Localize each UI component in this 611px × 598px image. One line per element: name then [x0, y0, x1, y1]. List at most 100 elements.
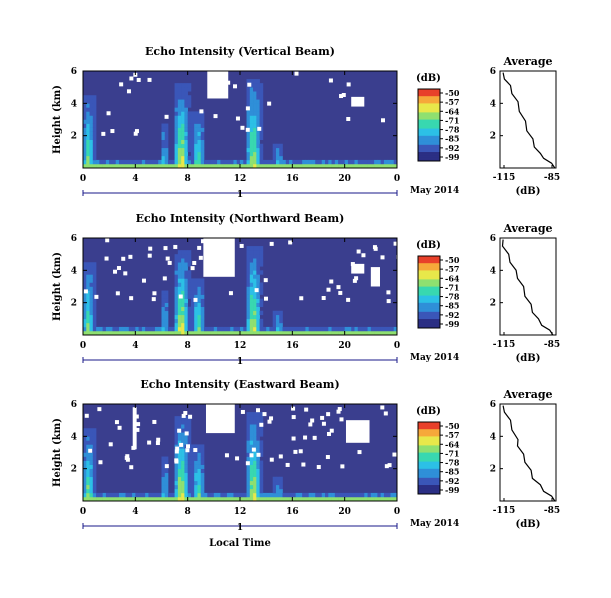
- heatmap-cell: [269, 492, 274, 498]
- missing-data: [175, 446, 180, 451]
- heatmap-cell: [141, 163, 146, 169]
- heatmap-cell: [187, 440, 192, 445]
- missing-data: [188, 414, 193, 419]
- heatmap-cell: [164, 326, 169, 332]
- heatmap-cell: [187, 496, 192, 502]
- heatmap-cell: [174, 428, 179, 433]
- heatmap-cell: [92, 452, 97, 457]
- heatmap-cell: [181, 436, 185, 441]
- heatmap-cell: [92, 428, 97, 433]
- heatmap-cell: [197, 131, 202, 136]
- heatmap-cell: [315, 326, 319, 332]
- heatmap-cell: [174, 115, 179, 120]
- heatmap-cell: [259, 95, 264, 100]
- heatmap-cell: [204, 163, 208, 169]
- heatmap-cell: [249, 310, 254, 316]
- heatmap-cell: [177, 262, 182, 267]
- heatmap-cell: [135, 159, 139, 165]
- heatmap-cell: [187, 460, 192, 465]
- heatmap-cell: [253, 111, 257, 116]
- heatmap-cell: [184, 484, 188, 490]
- heatmap-cell: [364, 159, 368, 165]
- average-x-tick-label: -85: [544, 506, 560, 516]
- missing-data: [121, 256, 126, 261]
- heatmap-cell: [184, 119, 188, 124]
- missing-data: [247, 82, 252, 87]
- heatmap-cell: [289, 330, 293, 336]
- heatmap-cell: [302, 496, 306, 502]
- heatmap-cell: [334, 492, 339, 498]
- heatmap-cell: [226, 326, 231, 332]
- missing-data: [254, 288, 259, 293]
- heatmap-cell: [184, 254, 188, 259]
- heatmap-cell: [253, 326, 257, 332]
- heatmap-cell: [256, 159, 260, 165]
- heatmap-cell: [256, 428, 260, 433]
- missing-data: [337, 407, 342, 412]
- heatmap-cell: [164, 290, 169, 295]
- heatmap-cell: [275, 492, 280, 498]
- heatmap-cell: [141, 326, 146, 332]
- heatmap-cell: [200, 322, 205, 328]
- heatmap-cell: [243, 496, 247, 502]
- heatmap-cell: [249, 412, 254, 417]
- heatmap-cell: [259, 163, 264, 169]
- missing-data: [245, 106, 250, 111]
- heatmap-cell: [292, 326, 296, 332]
- heatmap-cell: [272, 310, 277, 316]
- heatmap-cell: [246, 298, 251, 303]
- heatmap-cell: [86, 131, 90, 136]
- heatmap-cell: [256, 266, 260, 271]
- heatmap-cell: [256, 492, 260, 498]
- heatmap-cell: [200, 131, 205, 136]
- heatmap-cell: [256, 274, 260, 279]
- heatmap-cell: [200, 488, 205, 494]
- heatmap-cell: [249, 302, 254, 308]
- heatmap-cell: [249, 282, 254, 287]
- heatmap-cell: [370, 163, 375, 169]
- average-y-tick-label: 6: [490, 234, 496, 244]
- heatmap-cell: [197, 151, 202, 157]
- heatmap-cell: [168, 330, 172, 336]
- colorbar-tick-label: -71: [445, 282, 459, 292]
- heatmap-cell: [89, 464, 94, 469]
- heatmap-cell: [361, 496, 365, 502]
- missing-data: [278, 454, 283, 459]
- heatmap-cell: [184, 476, 188, 482]
- heatmap-cell: [259, 290, 264, 295]
- heatmap-cell: [184, 318, 188, 324]
- heatmap-cell: [184, 472, 188, 478]
- y-tick-label: 2: [71, 299, 77, 309]
- heatmap-cell: [253, 488, 257, 494]
- heatmap-cell: [344, 492, 349, 498]
- heatmap-cell: [184, 468, 188, 474]
- missing-data: [256, 408, 261, 413]
- heatmap-cell: [354, 496, 359, 502]
- heatmap-cell: [253, 452, 257, 457]
- heatmap-cell: [184, 302, 188, 308]
- heatmap-cell: [390, 330, 395, 336]
- heatmap-cell: [253, 290, 257, 295]
- heatmap-cell: [187, 452, 192, 457]
- heatmap-cell: [249, 107, 254, 112]
- heatmap-cell: [390, 326, 395, 332]
- heatmap-cell: [249, 322, 254, 328]
- heatmap-cell: [177, 484, 182, 490]
- heatmap-cell: [194, 314, 198, 320]
- heatmap-cell: [86, 298, 90, 303]
- colorbar-segment: [418, 125, 440, 128]
- heatmap-cell: [92, 123, 97, 128]
- heatmap-cell: [161, 135, 166, 141]
- heatmap-cell: [266, 163, 270, 169]
- heatmap-cell: [246, 91, 251, 96]
- heatmap-cell: [249, 258, 254, 263]
- heatmap-cell: [344, 330, 349, 336]
- heatmap-cell: [321, 496, 326, 502]
- heatmap-cell: [259, 460, 264, 465]
- missing-data: [104, 256, 109, 261]
- heatmap-cell: [256, 111, 260, 116]
- colorbar-segment: [418, 431, 440, 434]
- heatmap-cell: [256, 330, 260, 336]
- heatmap-cell: [181, 318, 185, 324]
- heatmap-cell: [190, 302, 195, 308]
